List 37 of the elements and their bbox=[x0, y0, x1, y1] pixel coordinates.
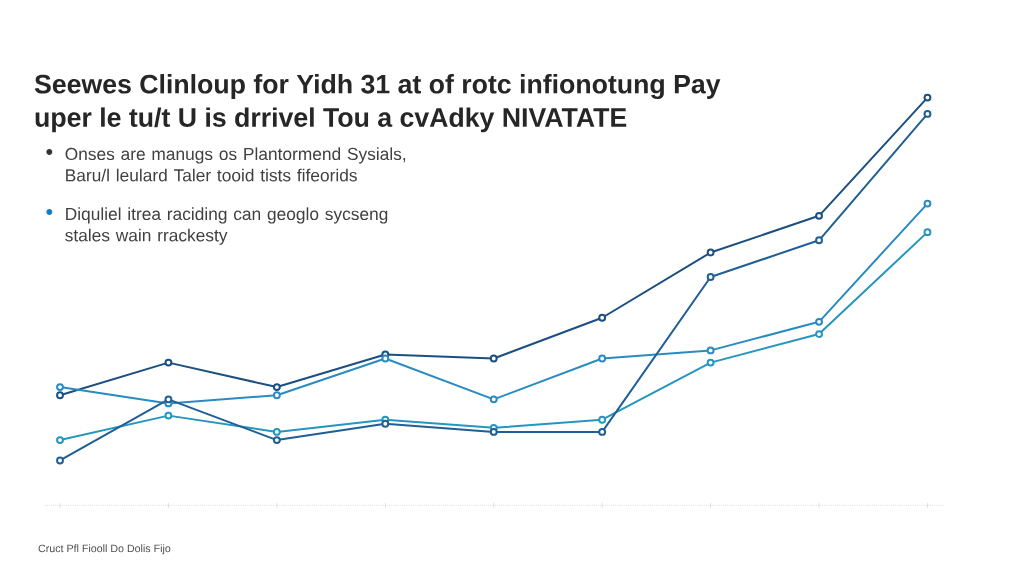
point bbox=[56, 436, 64, 445]
annotation: Diquliel itrea raciding can geoglo sycseng stales wain rrackesty bbox=[65, 207, 388, 245]
point bbox=[489, 354, 498, 363]
point bbox=[815, 330, 823, 339]
point bbox=[489, 428, 498, 436]
point bbox=[598, 415, 607, 424]
point bbox=[706, 358, 715, 367]
point bbox=[272, 428, 281, 436]
point bbox=[272, 436, 281, 445]
point bbox=[56, 456, 64, 465]
point bbox=[164, 395, 173, 404]
point bbox=[164, 411, 173, 420]
point bbox=[923, 93, 932, 102]
point bbox=[381, 419, 390, 428]
point bbox=[706, 248, 715, 257]
point bbox=[56, 391, 64, 400]
chart-subtitle: uper le tu/t U is drrivel Tou a cvAdky NIVATATE bbox=[35, 107, 627, 133]
point bbox=[489, 395, 498, 404]
point bbox=[381, 354, 390, 363]
point bbox=[815, 317, 823, 326]
point bbox=[164, 358, 173, 367]
point bbox=[923, 109, 932, 118]
point bbox=[272, 383, 281, 392]
text: Cruct Pfl Fiooll Do Dolis Fijo bbox=[38, 544, 171, 555]
chart-title: Seewes Clinloup for Yidh 31 at of rotc infionotung Pay bbox=[34, 74, 721, 100]
point bbox=[923, 228, 932, 237]
point bbox=[598, 428, 607, 436]
point bbox=[706, 346, 715, 355]
point bbox=[598, 313, 607, 322]
point bbox=[815, 236, 823, 245]
point bbox=[815, 211, 823, 220]
point bbox=[272, 391, 281, 400]
point bbox=[706, 273, 715, 281]
annotation: Onses are manugs os Plantormend Sysials, Baru/l leulard Taler tooid tists fifeorids bbox=[65, 147, 406, 182]
point bbox=[923, 199, 932, 208]
point bbox=[56, 383, 64, 392]
point bbox=[598, 354, 607, 363]
